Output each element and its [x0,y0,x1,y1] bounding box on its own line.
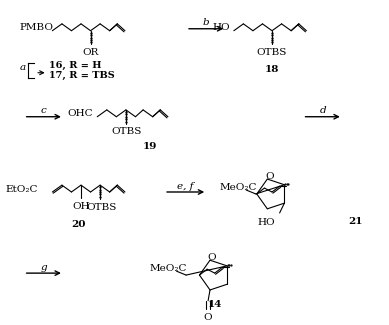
Text: MeO₂C: MeO₂C [150,264,187,273]
Text: HO: HO [257,218,275,227]
Text: 17, R = TBS: 17, R = TBS [49,71,115,80]
Text: O: O [208,253,216,262]
Text: EtO₂C: EtO₂C [5,185,38,194]
Text: 20: 20 [71,220,86,229]
Text: 21: 21 [348,217,363,226]
Text: 14: 14 [208,300,222,309]
Text: d: d [319,106,326,115]
Text: PMBO: PMBO [20,23,54,32]
Text: O: O [265,172,273,181]
Text: O: O [204,313,212,322]
Text: OH: OH [72,202,90,211]
Text: OTBS: OTBS [257,48,287,57]
Text: OTBS: OTBS [86,203,116,212]
Text: 19: 19 [143,142,157,150]
Text: a: a [20,63,26,72]
Text: 16, R = H: 16, R = H [49,61,102,71]
Text: OTBS: OTBS [112,127,142,136]
Text: 18: 18 [265,65,279,74]
Text: e, f: e, f [177,182,194,191]
Text: g: g [40,263,47,272]
Text: OR: OR [82,48,99,57]
Text: HO: HO [212,23,230,32]
Text: c: c [41,106,47,115]
Text: b: b [203,19,209,27]
Text: MeO₂C: MeO₂C [219,183,257,192]
Text: OHC: OHC [68,109,93,118]
